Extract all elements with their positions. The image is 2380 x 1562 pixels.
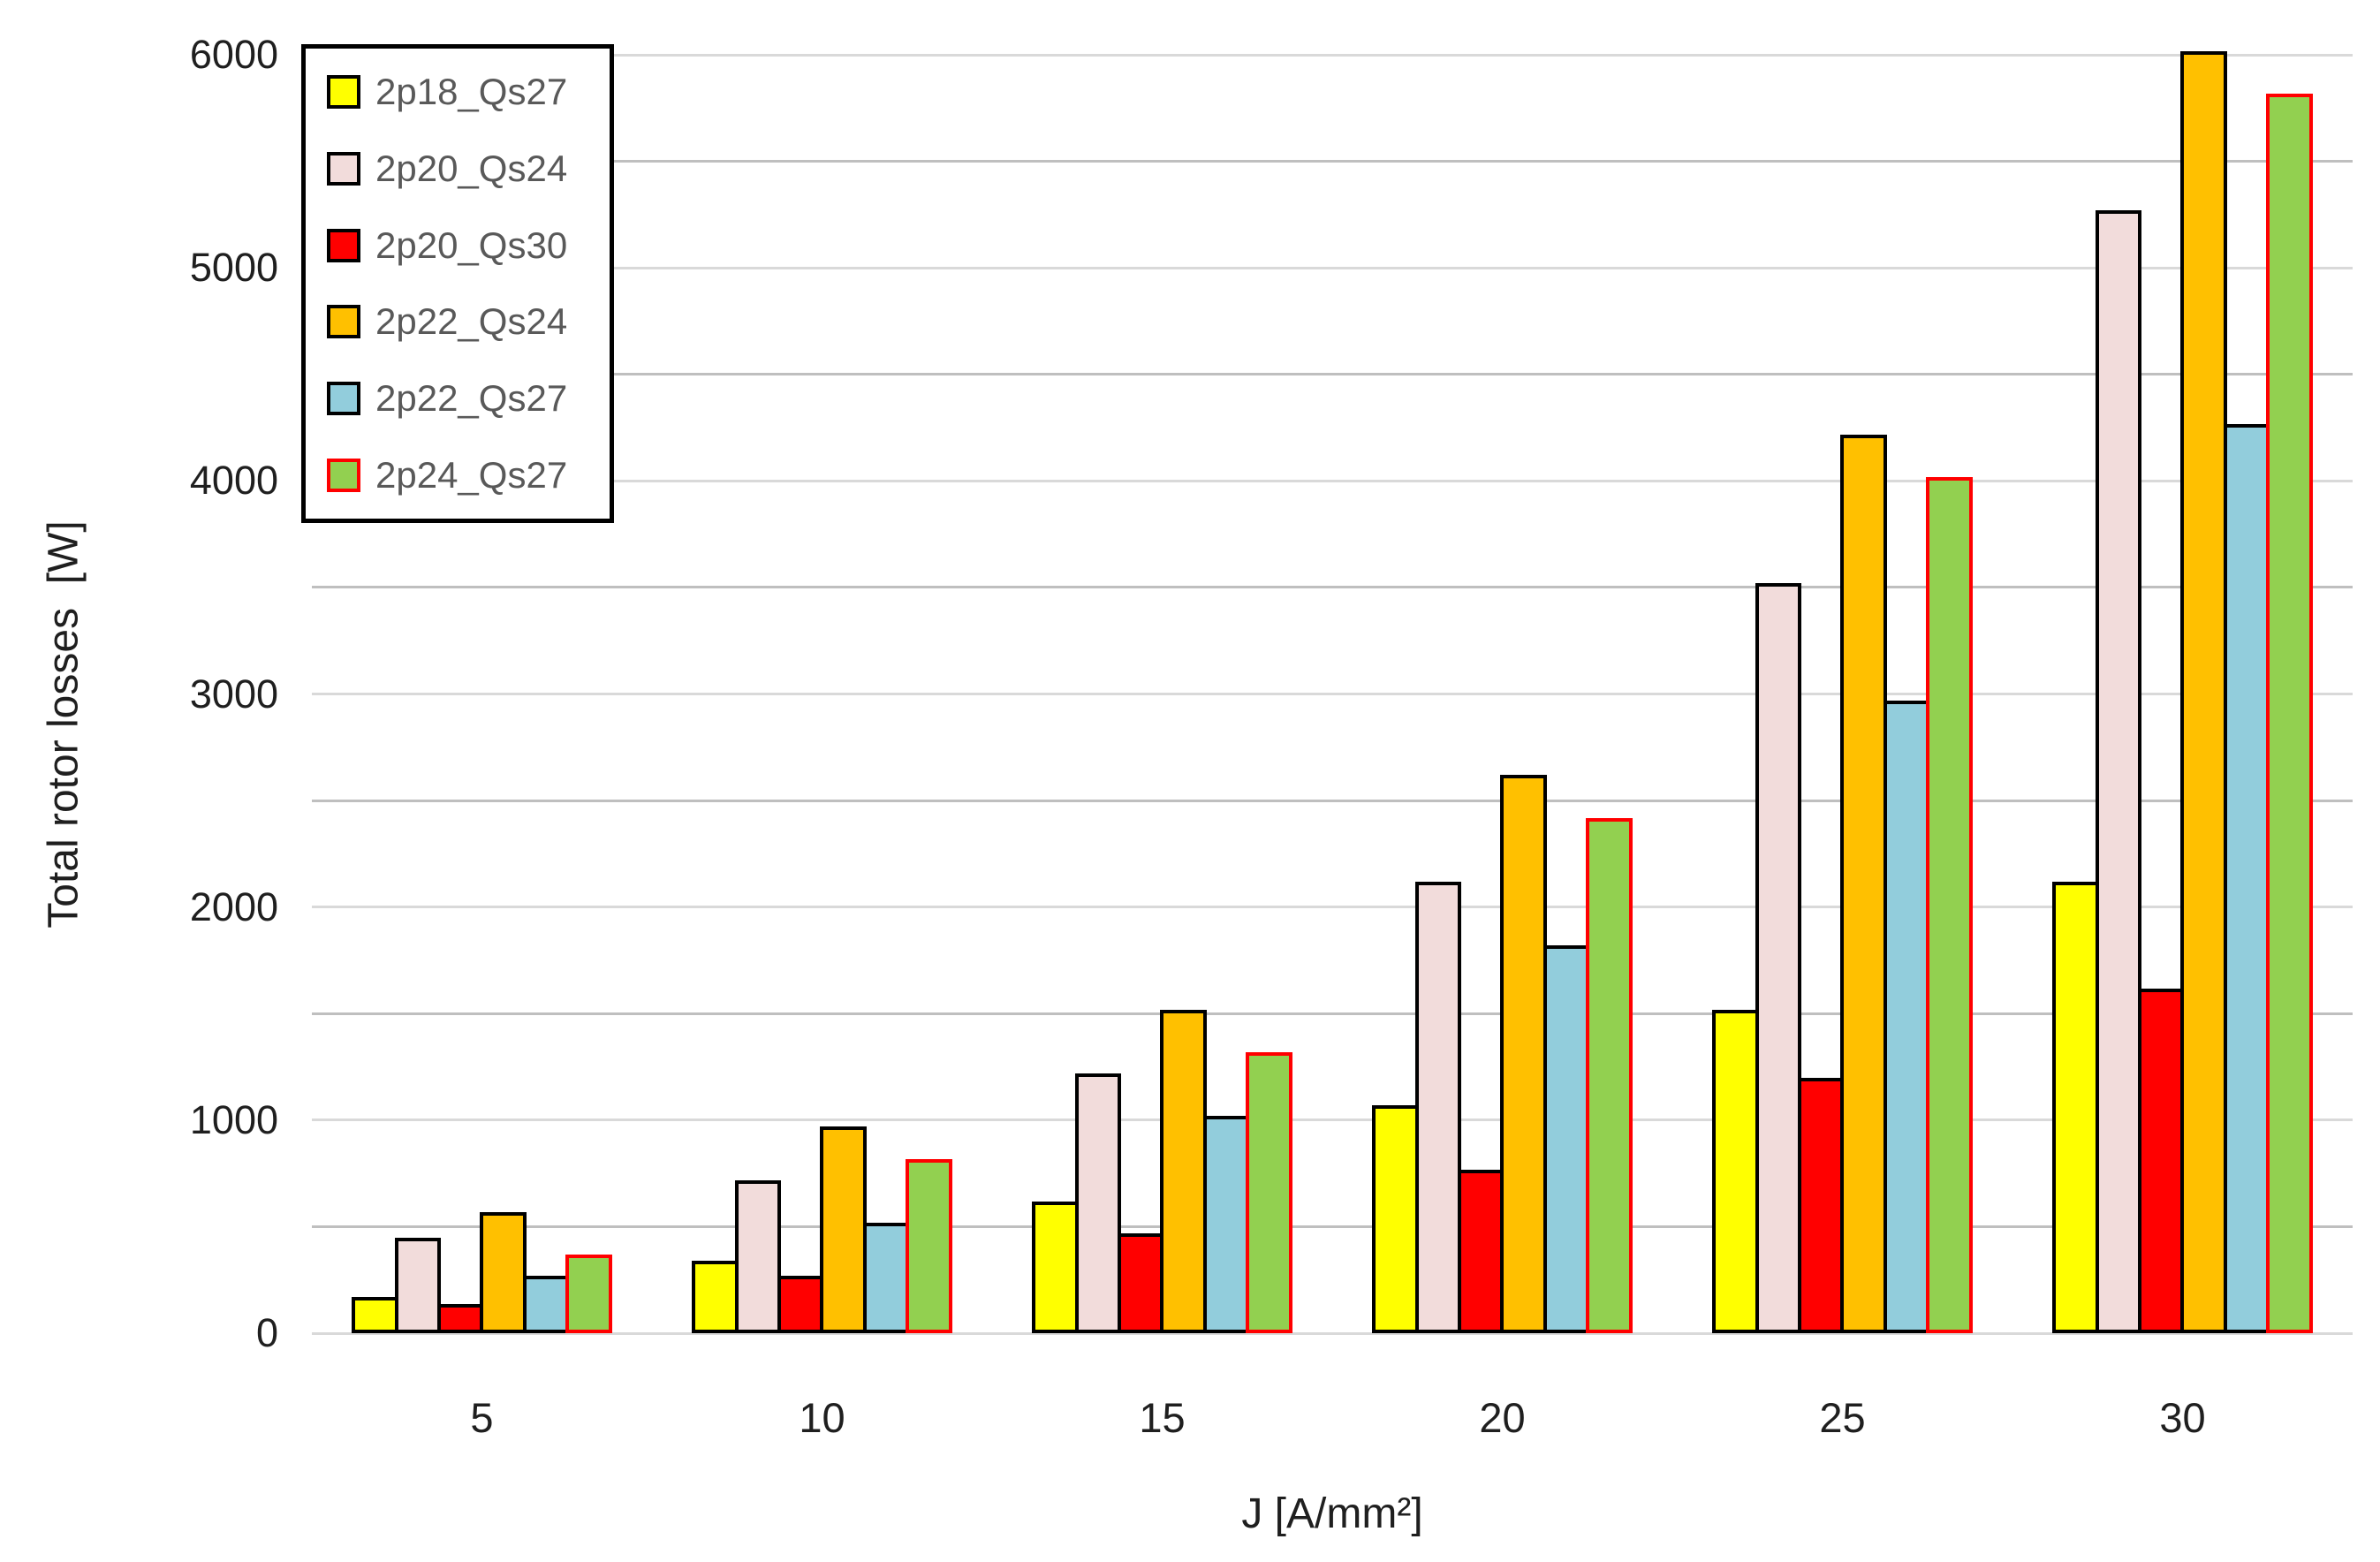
gridline-4500 <box>312 373 2353 376</box>
bar-2p22_Qs27-J30 <box>2223 423 2270 1333</box>
legend-label-2p18_Qs27: 2p18_Qs27 <box>375 71 568 113</box>
gridline-1000 <box>312 1118 2353 1122</box>
bar-2p18_Qs27-J25 <box>1712 1009 1760 1333</box>
x-tick-label-30: 30 <box>2159 1394 2206 1441</box>
bar-2p22_Qs24-J20 <box>1500 775 1548 1333</box>
gridline-5000 <box>312 266 2353 269</box>
legend-label-2p20_Qs30: 2p20_Qs30 <box>375 224 568 266</box>
bar-2p18_Qs27-J5 <box>352 1297 399 1333</box>
y-tick-label-1000: 1000 <box>189 1096 278 1142</box>
x-tick-label-15: 15 <box>1139 1394 1186 1441</box>
legend-swatch-2p20_Qs24 <box>327 151 360 186</box>
legend-item-2p18_Qs27: 2p18_Qs27 <box>327 71 610 113</box>
x-tick-label-20: 20 <box>1479 1394 1526 1441</box>
gridline-1500 <box>312 1012 2353 1015</box>
bar-2p24_Qs27-J20 <box>1585 817 1633 1333</box>
x-tick-label-10: 10 <box>799 1394 845 1441</box>
x-tick-label-5: 5 <box>470 1394 494 1441</box>
bar-2p20_Qs30-J20 <box>1457 1169 1505 1333</box>
bar-2p20_Qs24-J25 <box>1755 583 1802 1333</box>
bar-2p22_Qs24-J10 <box>820 1126 868 1333</box>
gridline-4000 <box>312 479 2353 482</box>
bar-2p22_Qs24-J25 <box>1840 434 1888 1333</box>
bar-2p24_Qs27-J15 <box>1245 1051 1292 1333</box>
legend-swatch-2p24_Qs27 <box>327 458 360 492</box>
legend-swatch-2p22_Qs27 <box>327 381 360 415</box>
bar-2p22_Qs24-J5 <box>480 1211 527 1333</box>
bar-2p24_Qs27-J25 <box>1925 476 1973 1333</box>
gridline-3500 <box>312 586 2353 589</box>
gridline-6000 <box>312 53 2353 57</box>
legend-item-2p20_Qs30: 2p20_Qs30 <box>327 224 610 267</box>
legend-swatch-2p22_Qs24 <box>327 305 360 339</box>
bar-2p18_Qs27-J30 <box>2052 882 2100 1333</box>
bar-2p20_Qs30-J25 <box>1797 1077 1845 1333</box>
bar-2p22_Qs27-J5 <box>522 1276 570 1333</box>
bar-2p22_Qs27-J25 <box>1883 701 1930 1333</box>
bar-2p18_Qs27-J20 <box>1372 1105 1420 1333</box>
gridline-500 <box>312 1225 2353 1228</box>
legend: 2p18_Qs27 2p20_Qs24 2p20_Qs30 2p22_Qs24 2p22… <box>301 44 614 523</box>
bar-2p20_Qs24-J10 <box>734 1179 782 1333</box>
bar-2p24_Qs27-J5 <box>565 1255 612 1333</box>
bar-2p18_Qs27-J10 <box>692 1261 739 1333</box>
y-tick-label-0: 0 <box>255 1310 278 1355</box>
bar-2p18_Qs27-J15 <box>1032 1201 1080 1333</box>
x-axis-title: J [A/mm²] <box>1241 1490 1423 1537</box>
bar-2p20_Qs24-J5 <box>394 1237 442 1333</box>
y-tick-label-4000: 4000 <box>189 458 278 504</box>
legend-item-2p24_Qs27: 2p24_Qs27 <box>327 454 610 497</box>
y-tick-label-2000: 2000 <box>189 883 278 929</box>
bar-2p22_Qs24-J30 <box>2180 50 2228 1333</box>
bar-2p22_Qs27-J20 <box>1542 945 1590 1333</box>
y-axis-title: Total rotor losses [W] <box>40 520 87 929</box>
gridline-2500 <box>312 799 2353 802</box>
legend-label-2p24_Qs27: 2p24_Qs27 <box>375 453 568 496</box>
legend-item-2p22_Qs27: 2p22_Qs27 <box>327 377 610 420</box>
legend-swatch-2p18_Qs27 <box>327 75 360 110</box>
y-tick-label-5000: 5000 <box>189 245 278 291</box>
gridline-0 <box>312 1331 2353 1335</box>
legend-label-2p22_Qs24: 2p22_Qs24 <box>375 300 568 343</box>
bar-2p20_Qs30-J30 <box>2137 988 2185 1333</box>
legend-label-2p20_Qs24: 2p20_Qs24 <box>375 147 568 189</box>
legend-label-2p22_Qs27: 2p22_Qs27 <box>375 376 568 419</box>
bar-2p24_Qs27-J30 <box>2265 93 2313 1333</box>
bar-2p24_Qs27-J10 <box>905 1158 952 1333</box>
gridline-2000 <box>312 906 2353 909</box>
bar-2p20_Qs30-J10 <box>777 1276 824 1333</box>
legend-item-2p22_Qs24: 2p22_Qs24 <box>327 300 610 343</box>
legend-item-2p20_Qs24: 2p20_Qs24 <box>327 148 610 190</box>
legend-swatch-2p20_Qs30 <box>327 228 360 262</box>
bar-2p20_Qs30-J15 <box>1117 1232 1164 1333</box>
bar-2p22_Qs27-J15 <box>1202 1116 1250 1333</box>
bar-2p22_Qs24-J15 <box>1160 1009 1208 1333</box>
y-tick-label-3000: 3000 <box>189 671 278 717</box>
gridline-5500 <box>312 160 2353 163</box>
bar-2p20_Qs24-J30 <box>2095 210 2142 1333</box>
bar-2p20_Qs24-J15 <box>1074 1073 1122 1333</box>
bar-2p20_Qs30-J5 <box>436 1303 484 1333</box>
bar-2p20_Qs24-J20 <box>1414 882 1462 1333</box>
x-tick-label-25: 25 <box>1819 1394 1866 1441</box>
y-tick-label-6000: 6000 <box>189 32 278 77</box>
gridline-3000 <box>312 693 2353 695</box>
bar-2p22_Qs27-J10 <box>862 1222 910 1333</box>
